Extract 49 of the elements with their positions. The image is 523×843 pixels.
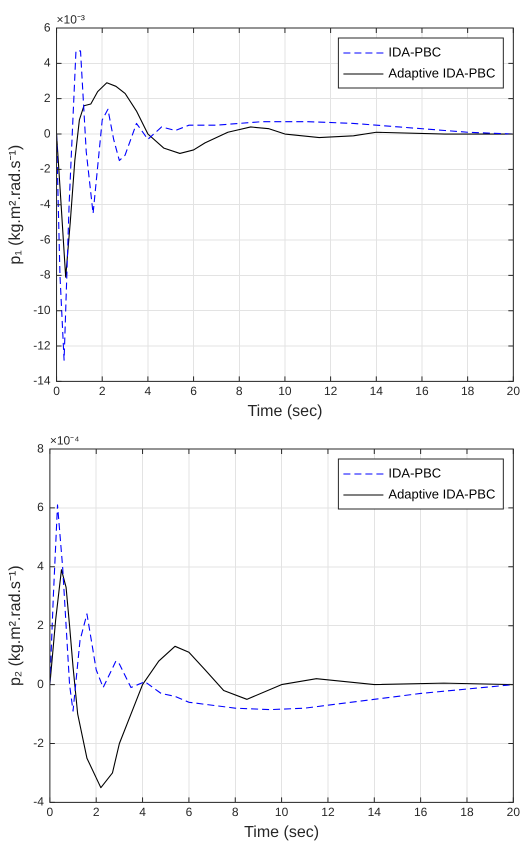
y-tick-label: -4 <box>40 197 51 212</box>
x-tick-label: 4 <box>144 384 152 398</box>
y-tick-label: -2 <box>40 162 51 176</box>
x-tick-label: 6 <box>186 804 193 819</box>
y-tick-label: -2 <box>33 736 44 750</box>
y-tick-label: 6 <box>44 20 51 34</box>
x-tick-label: 14 <box>368 804 382 819</box>
y-tick-label: -14 <box>33 374 51 388</box>
y-tick-label: -6 <box>40 232 51 246</box>
x-tick-label: 16 <box>414 804 428 819</box>
x-tick-label: 4 <box>139 804 146 819</box>
x-tick-label: 12 <box>321 804 335 819</box>
y-tick-label: 0 <box>44 126 51 140</box>
x-tick-label: 2 <box>98 384 106 398</box>
x-tick-label: 18 <box>460 384 475 398</box>
x-tick-label: 10 <box>274 804 289 819</box>
text: ×10⁻⁴ <box>50 433 80 448</box>
y-tick-label: 4 <box>44 56 51 70</box>
y-tick-label: -4 <box>33 794 44 809</box>
x-tick-label: 6 <box>190 384 198 398</box>
x-axis-title: Time (sec) <box>247 402 322 420</box>
y-tick-label: 4 <box>37 559 44 574</box>
x-tick-label: 20 <box>506 804 520 819</box>
x-axis-title: Time (sec) <box>244 824 320 841</box>
x-tick-label: 20 <box>506 384 520 398</box>
x-tick-label: 18 <box>460 804 474 819</box>
legend-label: Adaptive IDA-PBC <box>388 66 496 81</box>
x-tick-label: 2 <box>92 804 100 819</box>
x-tick-label: 14 <box>370 384 384 398</box>
legend-label: IDA-PBC <box>388 44 442 60</box>
x-tick-label: 8 <box>236 384 243 398</box>
legend-label: IDA-PBC <box>388 466 442 481</box>
text: ×10⁻³ <box>56 12 85 26</box>
x-tick-label: 8 <box>232 804 239 819</box>
y-tick-label: -12 <box>33 338 51 352</box>
x-tick-label: 10 <box>278 384 292 398</box>
y-tick-label: 0 <box>37 676 44 691</box>
legend-label: Adaptive IDA-PBC <box>388 486 496 502</box>
x-tick-label: 12 <box>324 384 338 398</box>
y-tick-label: 8 <box>37 441 44 456</box>
y-tick-label: -10 <box>33 303 51 318</box>
y-tick-label: 2 <box>37 618 44 632</box>
y-tick-label: -8 <box>40 268 51 282</box>
y-tick-label: 2 <box>44 90 51 105</box>
x-tick-label: 16 <box>415 384 429 398</box>
y-axis-title: p₁ (kg.m².rad.s⁻¹) <box>7 144 24 265</box>
y-axis-title: p₂ (kg.m².rad.s⁻¹) <box>7 565 24 686</box>
x-tick-label: 0 <box>53 384 60 398</box>
y-tick-label: 6 <box>37 500 44 514</box>
